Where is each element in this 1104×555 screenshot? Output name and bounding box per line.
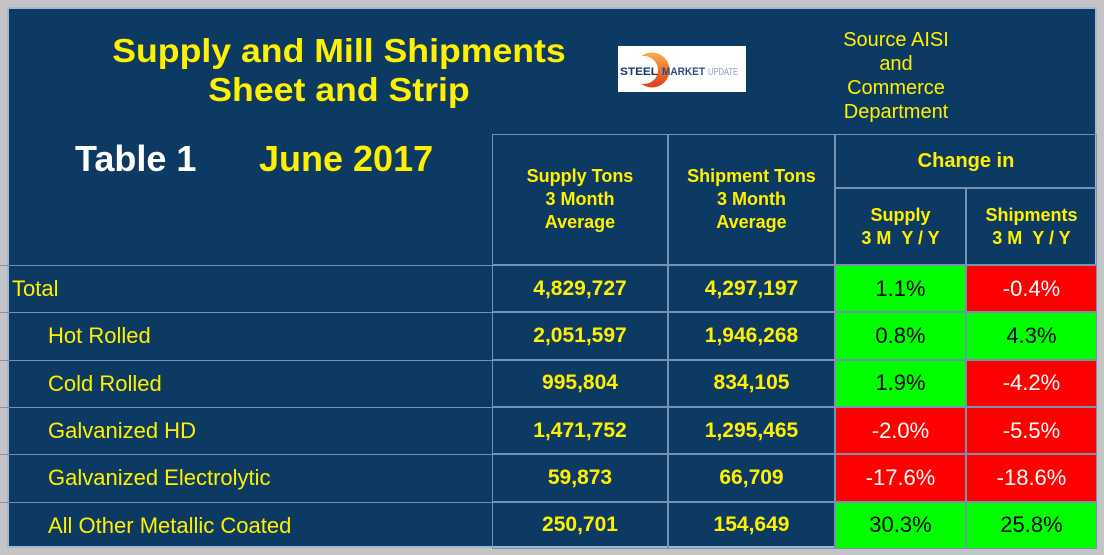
svg-text:STEEL: STEEL	[620, 66, 658, 78]
svg-text:UPDATE: UPDATE	[708, 67, 738, 78]
svg-text:MARKET: MARKET	[662, 66, 705, 78]
